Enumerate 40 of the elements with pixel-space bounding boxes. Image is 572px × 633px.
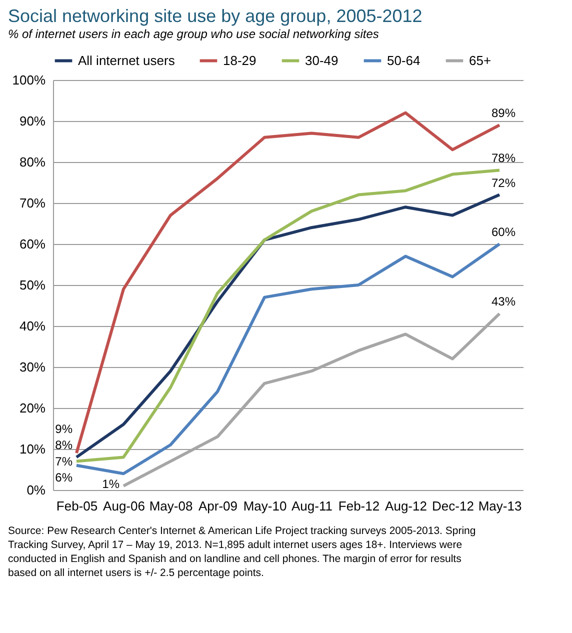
legend-label: 18-29	[223, 52, 256, 68]
data-label: 89%	[491, 106, 516, 120]
y-tick-label: 70%	[19, 196, 46, 210]
data-label: 60%	[491, 225, 516, 239]
legend-label: 50-64	[387, 52, 420, 68]
x-tick-label: Feb-05	[56, 498, 98, 514]
data-label: 9%	[55, 422, 73, 436]
legend-label: 30-49	[305, 52, 338, 68]
x-tick-label: May-08	[149, 498, 193, 514]
chart-title: Social networking site use by age group, 2005-2012	[8, 6, 422, 26]
x-tick-label: Aug-06	[103, 498, 145, 514]
x-tick-label: Feb-12	[338, 498, 380, 514]
source-note: Source: Pew Research Center's Internet & American Life Project tracking surveys 2005-2013. Spring Tracking Survey, April 17 – May 19, 2013. N=1,895 adult internet users ages 18+. Interviews were conducted in English and Spanish and on landline and cell phones. The margin of error for results based on all internet users is +/- 2.5 percentage points.	[8, 525, 476, 579]
x-tick-label: Apr-09	[198, 498, 238, 514]
data-label: 8%	[55, 438, 73, 452]
data-label: 6%	[55, 470, 73, 484]
legend-label: All internet users	[78, 52, 176, 68]
chart-subtitle: % of internet users in each age group who use social networking sites	[8, 27, 379, 41]
line-series	[122, 312, 501, 488]
x-tick-label: Aug-12	[385, 498, 427, 514]
y-tick-label: 50%	[19, 278, 46, 292]
y-tick-label: 0%	[26, 482, 46, 498]
y-tick-label: 10%	[19, 442, 46, 456]
y-tick-label: 60%	[19, 236, 46, 252]
y-tick-label: 80%	[19, 154, 46, 170]
data-label: 7%	[55, 454, 73, 468]
data-label: 72%	[491, 176, 516, 190]
legend-label: 65+	[469, 52, 492, 68]
x-tick-label: May-10	[243, 498, 287, 514]
y-tick-label: 30%	[19, 360, 46, 374]
x-tick-label: May-13	[478, 498, 522, 514]
y-tick-label: 90%	[19, 114, 46, 128]
data-label: 43%	[491, 294, 516, 309]
y-tick-label: 20%	[19, 400, 46, 416]
x-tick-label: Dec-12	[432, 498, 474, 514]
data-label: 78%	[491, 151, 516, 166]
data-label: 1%	[102, 476, 120, 491]
y-tick-label: 40%	[19, 318, 46, 334]
x-tick-label: Aug-11	[292, 498, 332, 514]
y-tick-label: 100%	[12, 72, 46, 88]
